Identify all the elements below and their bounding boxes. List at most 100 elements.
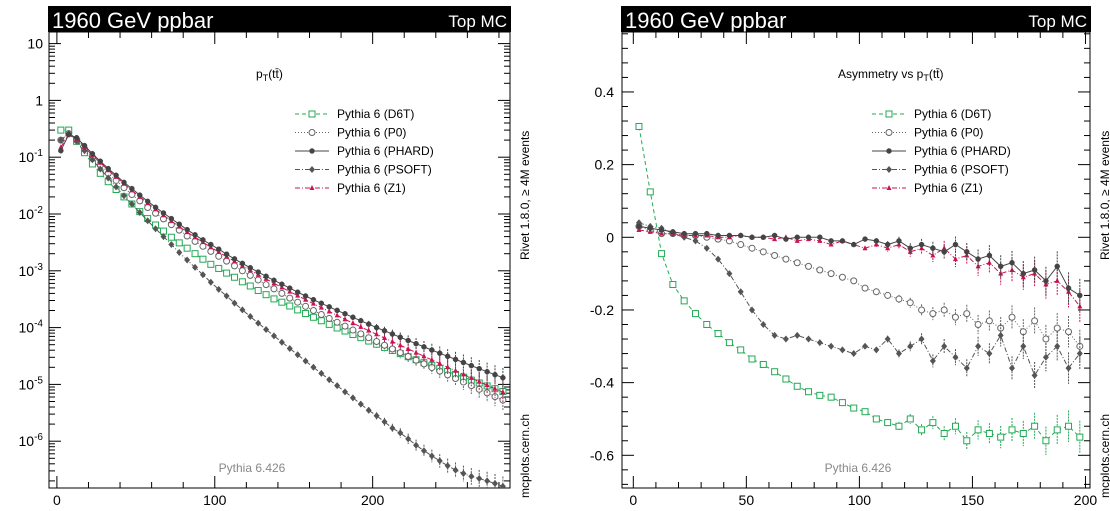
data-point [246, 271, 254, 279]
data-point [635, 122, 643, 130]
data-point [73, 134, 80, 141]
legend-marker [886, 166, 892, 173]
data-point [167, 233, 175, 241]
data-point [279, 284, 285, 290]
data-point [941, 249, 947, 255]
data-point [715, 232, 721, 239]
data-point [223, 269, 231, 277]
data-point [97, 165, 104, 173]
data-point [341, 322, 349, 330]
data-point [58, 147, 64, 154]
data-point [872, 288, 880, 296]
data-point [872, 415, 880, 423]
y-tick-label: 10-5 [19, 375, 44, 392]
data-point [238, 278, 246, 286]
y-tick-label: 0.4 [595, 84, 615, 100]
data-point [318, 304, 324, 310]
data-point [350, 314, 356, 321]
data-point [136, 209, 143, 217]
data-point [1053, 426, 1061, 434]
data-point [373, 412, 380, 420]
data-point [318, 369, 325, 377]
data-point [476, 475, 483, 483]
data-point [413, 441, 420, 449]
data-point [985, 317, 993, 325]
data-point [817, 237, 823, 243]
y-tick-base: 10 [19, 149, 35, 165]
data-point [952, 256, 958, 262]
data-point [460, 470, 467, 478]
asymmetry-chart: 1960 GeV ppbar Top MC 0 50 100 150 200 0.4 0.2 0 -… [555, 0, 1110, 511]
data-point [873, 238, 880, 244]
data-point [420, 447, 427, 455]
data-point [231, 299, 238, 307]
observable-main: Asymmetry vs p [838, 67, 924, 81]
series-line [60, 132, 504, 401]
y-tick-base: 1 [35, 92, 43, 108]
data-point [255, 319, 262, 327]
title-banner [48, 6, 511, 32]
series-line [638, 225, 1081, 296]
data-point [816, 391, 824, 399]
data-point [192, 232, 198, 238]
data-point [1031, 317, 1039, 325]
y-tick-label: 10-6 [19, 432, 44, 449]
x-tick-label: 100 [203, 492, 227, 508]
data-point [152, 204, 159, 211]
data-point [1031, 371, 1038, 379]
data-point [492, 385, 498, 391]
data-point [421, 344, 427, 350]
data-point [692, 237, 699, 245]
data-point [294, 289, 301, 295]
data-point [278, 338, 285, 346]
legend-marker [309, 185, 315, 190]
data-point [974, 426, 982, 434]
data-point [1053, 324, 1061, 332]
data-point [974, 320, 982, 328]
data-point [850, 404, 858, 412]
data-point [1042, 353, 1049, 361]
data-point [906, 299, 914, 307]
y-tick-base: 10 [19, 320, 35, 336]
data-point [429, 347, 435, 353]
data-point [1031, 422, 1039, 430]
data-point [647, 228, 653, 234]
data-point [703, 320, 711, 328]
data-point [381, 328, 388, 334]
data-point [794, 237, 800, 243]
data-point [278, 289, 286, 297]
legend-label: Pythia 6 (D6T) [337, 107, 414, 121]
y-tick-exponent: -2 [34, 205, 43, 216]
data-point [929, 310, 937, 318]
data-point [771, 368, 779, 376]
data-point [404, 352, 412, 360]
data-point [1042, 335, 1050, 343]
data-point [358, 318, 364, 324]
data-point [334, 382, 341, 390]
data-point [215, 285, 222, 293]
data-point [192, 263, 199, 271]
data-point [884, 241, 891, 248]
data-point [828, 342, 835, 350]
data-point [782, 255, 790, 263]
data-point [460, 371, 466, 377]
chart-title: 1960 GeV ppbar [625, 8, 786, 33]
legend-label: Pythia 6 (PHARD) [337, 144, 434, 158]
data-point [975, 256, 981, 262]
data-point [278, 298, 286, 306]
data-point [397, 342, 403, 348]
data-point [839, 238, 846, 244]
data-point [491, 393, 499, 401]
data-point [1020, 270, 1027, 277]
legend-label: Pythia 6 (Z1) [337, 181, 406, 195]
y-tick-label: -0.4 [590, 375, 614, 391]
legend-label: Pythia 6 (PSOFT) [337, 163, 432, 177]
chart-tag: Top MC [1028, 12, 1087, 31]
data-point [223, 257, 231, 265]
data-point [405, 435, 412, 443]
data-point [940, 429, 948, 437]
y-tick-label: -0.6 [590, 447, 614, 463]
data-point [262, 281, 270, 289]
data-point [726, 232, 733, 239]
series-pythia-6-p0 [57, 130, 507, 410]
